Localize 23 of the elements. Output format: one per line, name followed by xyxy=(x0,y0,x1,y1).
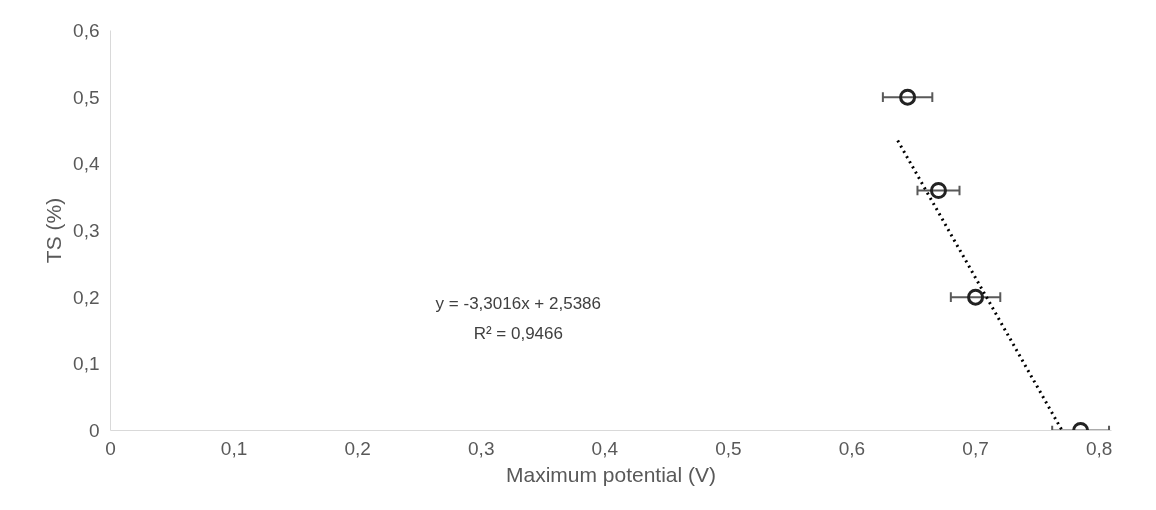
point xyxy=(967,288,985,306)
x-tick-label: 0,5 xyxy=(715,437,742,459)
x-tick-label: 0,7 xyxy=(962,437,989,459)
y-tick-label: 0,1 xyxy=(73,353,100,375)
x-axis-title: Maximum potential (V) xyxy=(505,462,717,486)
annotation: R² = 0,9466 xyxy=(473,324,563,344)
x-tick-label: 0,6 xyxy=(838,437,866,459)
y-tick-label: 0,3 xyxy=(73,220,100,241)
x-tick-label: 0,2 xyxy=(344,437,371,459)
x-tick-label: 0,1 xyxy=(220,437,248,459)
y-tick-label: 0,5 xyxy=(73,86,100,108)
x-tick-label: 0,3 xyxy=(468,437,495,459)
x-tick-label: 0 xyxy=(105,437,116,459)
point xyxy=(929,182,947,199)
y-axis-title: TS (%) xyxy=(42,197,66,264)
y-tick-label: 0,4 xyxy=(73,153,100,175)
y-tick-label: 0 xyxy=(88,420,100,441)
annotation: y = -3,3016x + 2,5386 xyxy=(435,294,602,314)
point xyxy=(899,88,917,106)
x-tick-label: 0,4 xyxy=(591,437,619,459)
y-tick-label: 0,6 xyxy=(73,20,100,41)
x-tick-label: 0,8 xyxy=(1085,437,1113,459)
y-tick-label: 0,2 xyxy=(73,286,100,308)
